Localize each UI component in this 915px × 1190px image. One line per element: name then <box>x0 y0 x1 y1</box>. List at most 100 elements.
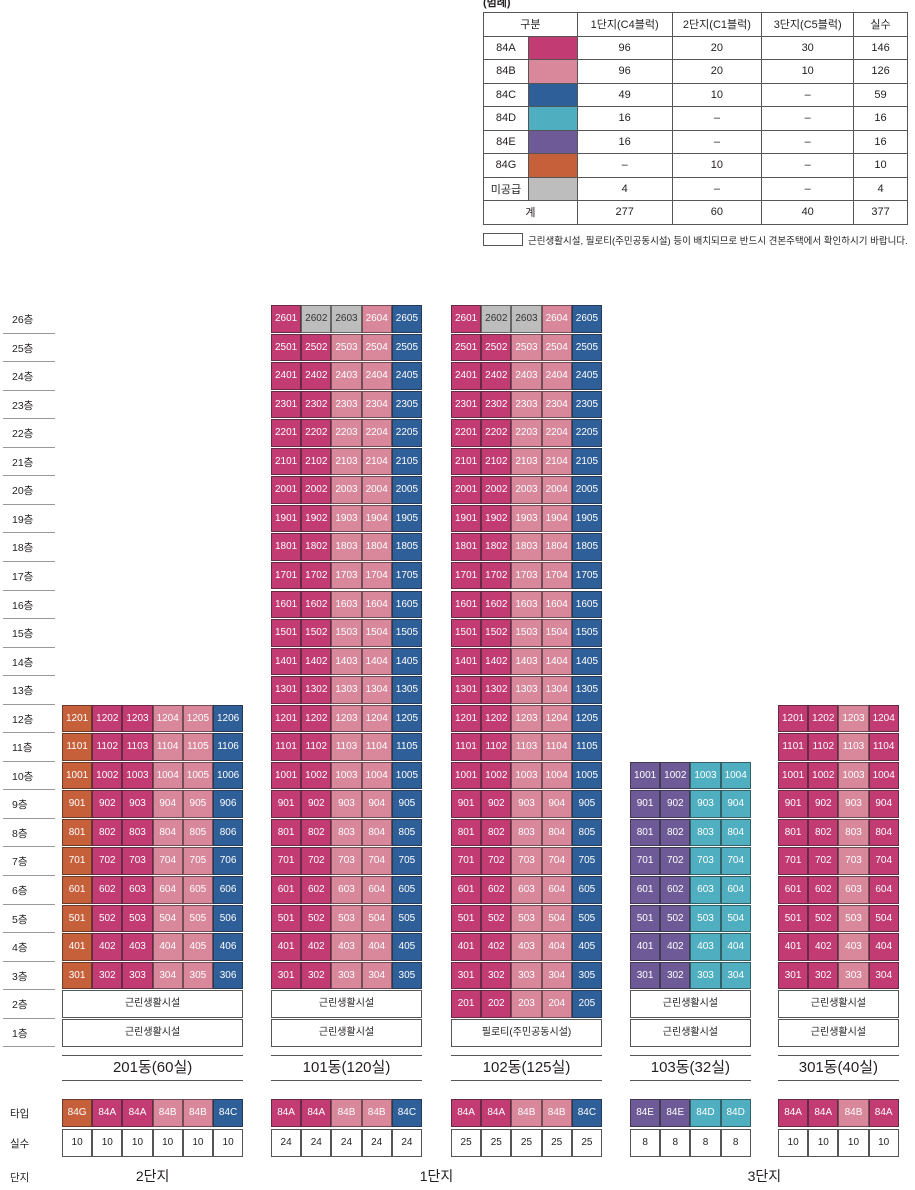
unit-cell: 1004 <box>868 761 899 790</box>
unit-cell: 1102 <box>808 733 839 761</box>
unit-cell: 1102 <box>92 733 123 761</box>
unit-cell: 805 <box>391 818 422 847</box>
type-cell: 84B <box>838 1099 869 1127</box>
floor-label: 3층 <box>12 970 28 983</box>
unit-cell: 2501 <box>271 333 302 362</box>
unit-cell: 1403 <box>331 647 362 676</box>
unit-cell: 1903 <box>331 504 362 533</box>
unit-cell: 302 <box>301 961 332 990</box>
unit-cell: 604 <box>868 876 899 904</box>
unit-cell: 505 <box>571 904 602 933</box>
unit-cell: 501 <box>451 904 482 933</box>
unit-cell: 2602 <box>481 305 512 333</box>
unit-cell: 701 <box>62 847 93 875</box>
unit-cell: 401 <box>451 933 482 961</box>
danji-label: 2단지 <box>135 1168 170 1184</box>
unit-cell: 903 <box>511 790 542 818</box>
floor-label: 13층 <box>12 685 34 698</box>
unit-cell: 502 <box>481 904 512 933</box>
unit-cell: 1504 <box>541 619 572 647</box>
unit-cell: 2205 <box>571 419 602 447</box>
unit-cell: 2405 <box>571 362 602 390</box>
legend-swatch <box>527 106 578 131</box>
building-name: 103동(32실) <box>630 1055 751 1082</box>
unit-cell: 602 <box>92 876 123 904</box>
unit-cell: 303 <box>511 961 542 990</box>
type-cell: 84A <box>778 1099 809 1127</box>
unit-cell: 803 <box>511 818 542 847</box>
unit-cell: 302 <box>808 961 839 990</box>
unit-cell: 801 <box>451 818 482 847</box>
count-cell: 10 <box>122 1129 153 1157</box>
unit-cell: 601 <box>778 876 809 904</box>
legend-cell-total: 59 <box>853 82 908 107</box>
legend-title: (범례) <box>483 0 511 9</box>
unit-cell: 1501 <box>451 619 482 647</box>
unit-cell: 401 <box>630 933 661 961</box>
unit-cell: 302 <box>660 961 691 990</box>
unit-cell: 2402 <box>481 362 512 390</box>
unit-cell: 2202 <box>481 419 512 447</box>
unit-cell: 1304 <box>541 676 572 704</box>
unit-cell: 504 <box>868 904 899 933</box>
type-cell: 84A <box>301 1099 332 1127</box>
legend-total-v1: 277 <box>576 200 673 225</box>
unit-cell: 301 <box>451 961 482 990</box>
unit-cell: 2402 <box>301 362 332 390</box>
unit-cell: 905 <box>182 790 213 818</box>
unit-cell: 1102 <box>301 733 332 761</box>
unit-cell: 503 <box>690 904 721 933</box>
floor-divider <box>3 703 55 705</box>
legend-row: 84C 49 10–59 <box>483 82 908 107</box>
unit-cell: 701 <box>271 847 302 875</box>
unit-cell: 1402 <box>481 647 512 676</box>
floor-divider <box>3 560 55 562</box>
floor-divider <box>3 532 55 534</box>
unit-cell: 1903 <box>511 504 542 533</box>
unit-cell: 502 <box>808 904 839 933</box>
unit-cell: 306 <box>213 961 244 990</box>
unit-cell: 902 <box>301 790 332 818</box>
unit-cell: 1703 <box>331 561 362 590</box>
floor-divider <box>3 875 55 876</box>
unit-cell: 1504 <box>361 619 392 647</box>
unit-cell: 701 <box>451 847 482 875</box>
count-cell: 10 <box>868 1129 899 1157</box>
floor-divider <box>3 732 55 734</box>
unit-cell: 905 <box>571 790 602 818</box>
floor-label: 6층 <box>12 885 28 897</box>
unit-cell: 2005 <box>571 476 602 504</box>
building-name: 101동(120실) <box>271 1055 422 1082</box>
legend-cell-v2: – <box>671 129 763 154</box>
unit-cell: 2603 <box>331 305 362 333</box>
legend-cell-v3: 30 <box>761 35 855 60</box>
type-cell: 84A <box>868 1099 899 1127</box>
unit-cell: 2401 <box>271 362 302 390</box>
floor-label: 25층 <box>12 342 34 355</box>
unit-cell: 304 <box>868 961 899 990</box>
danji-label: 1단지 <box>419 1168 454 1184</box>
unit-cell: 902 <box>481 790 512 818</box>
unit-cell: 706 <box>213 847 244 875</box>
legend-row: 84E 16– –16 <box>483 129 908 154</box>
unit-cell: 2305 <box>571 390 602 419</box>
unit-cell: 702 <box>481 847 512 875</box>
unit-cell: 2104 <box>541 447 572 476</box>
count-cell: 10 <box>213 1129 244 1157</box>
unit-cell: 1103 <box>838 733 869 761</box>
unit-cell: 301 <box>778 961 809 990</box>
unit-cell: 904 <box>868 790 899 818</box>
unit-cell: 1701 <box>451 561 482 590</box>
legend-note: 근린생활시설, 필로티(주민공동시설) 등이 배치되므로 반드시 견본주택에서 … <box>528 236 908 247</box>
unit-cell: 301 <box>271 961 302 990</box>
unit-cell: 2301 <box>271 390 302 419</box>
count-cell: 10 <box>152 1129 183 1157</box>
unit-cell: 905 <box>391 790 422 818</box>
legend-cell-v1: 16 <box>576 129 673 154</box>
unit-cell: 2002 <box>481 476 512 504</box>
count-cell: 10 <box>838 1129 869 1157</box>
type-cell: 84G <box>62 1099 93 1127</box>
legend-cell-total: 16 <box>853 106 908 131</box>
legend-cell-total: 4 <box>853 176 908 201</box>
count-cell: 24 <box>391 1129 422 1157</box>
